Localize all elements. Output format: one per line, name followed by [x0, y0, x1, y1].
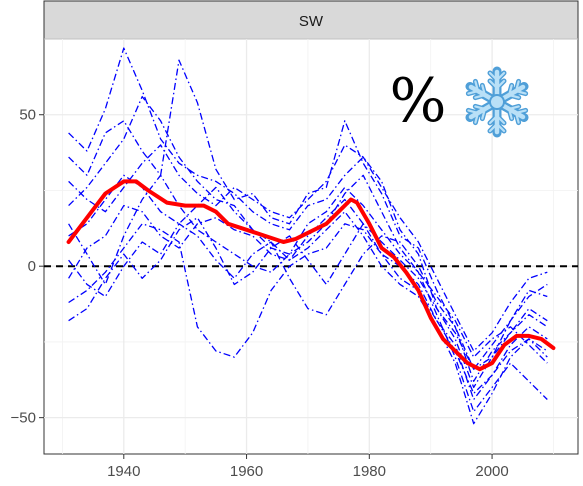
snowflake-branch	[514, 89, 527, 95]
snowflake-branch	[495, 114, 506, 125]
snowflake-branch	[481, 84, 486, 97]
member-line-1	[68, 47, 548, 370]
ensemble-members	[68, 47, 548, 425]
snowflake-icon	[465, 66, 529, 138]
y-tick-label: −50	[11, 410, 36, 427]
mean-line	[66, 179, 556, 372]
snowflake-branch	[508, 107, 513, 120]
snowflake-branch	[488, 79, 499, 90]
snowflake-branch	[467, 89, 480, 95]
x-tick-label: 1960	[230, 463, 263, 480]
snowflake-branch	[488, 122, 499, 133]
facet-strip	[43, 0, 579, 40]
member-line-10	[68, 174, 548, 364]
snowflake-branch	[474, 93, 486, 99]
member-line-5	[68, 204, 548, 425]
snowflake-branch	[474, 80, 480, 93]
snowflake-branch	[488, 71, 499, 82]
minor-gridlines	[44, 38, 578, 454]
member-line-3	[68, 95, 548, 395]
member-line-8	[68, 223, 548, 370]
member-line-7	[68, 217, 548, 389]
snowflake-branch	[488, 114, 499, 125]
snowflake-branch	[467, 109, 480, 115]
snowflake-branch	[508, 84, 513, 97]
y-tick-label: 0	[28, 258, 36, 275]
x-axis: 1940 1960 1980 2000	[107, 454, 509, 480]
snowflake-branch	[481, 107, 486, 120]
snowflake-branch	[508, 93, 520, 99]
snowflake-branch	[514, 109, 527, 115]
snowflake-branch	[508, 105, 520, 111]
snowflake-branch	[474, 111, 480, 124]
x-tick-label: 1940	[107, 463, 140, 480]
member-line-9	[68, 144, 548, 352]
member-line-6	[68, 223, 548, 401]
snowflake-branch	[514, 80, 520, 93]
percent-annotation: %	[389, 66, 446, 136]
x-tick-label: 1980	[353, 463, 386, 480]
member-line-4	[68, 174, 548, 413]
snowflake-branch	[514, 111, 520, 124]
y-axis: −50 0 50	[11, 107, 44, 427]
snowflake-branch	[495, 122, 506, 133]
snowflake-branch	[495, 71, 506, 82]
snowflake-branch	[495, 79, 506, 90]
ensemble-mean	[66, 179, 556, 372]
facet-label: SW	[299, 13, 324, 30]
snowflake-branch	[474, 105, 486, 111]
x-tick-label: 2000	[475, 463, 508, 480]
y-tick-label: 50	[19, 107, 36, 124]
